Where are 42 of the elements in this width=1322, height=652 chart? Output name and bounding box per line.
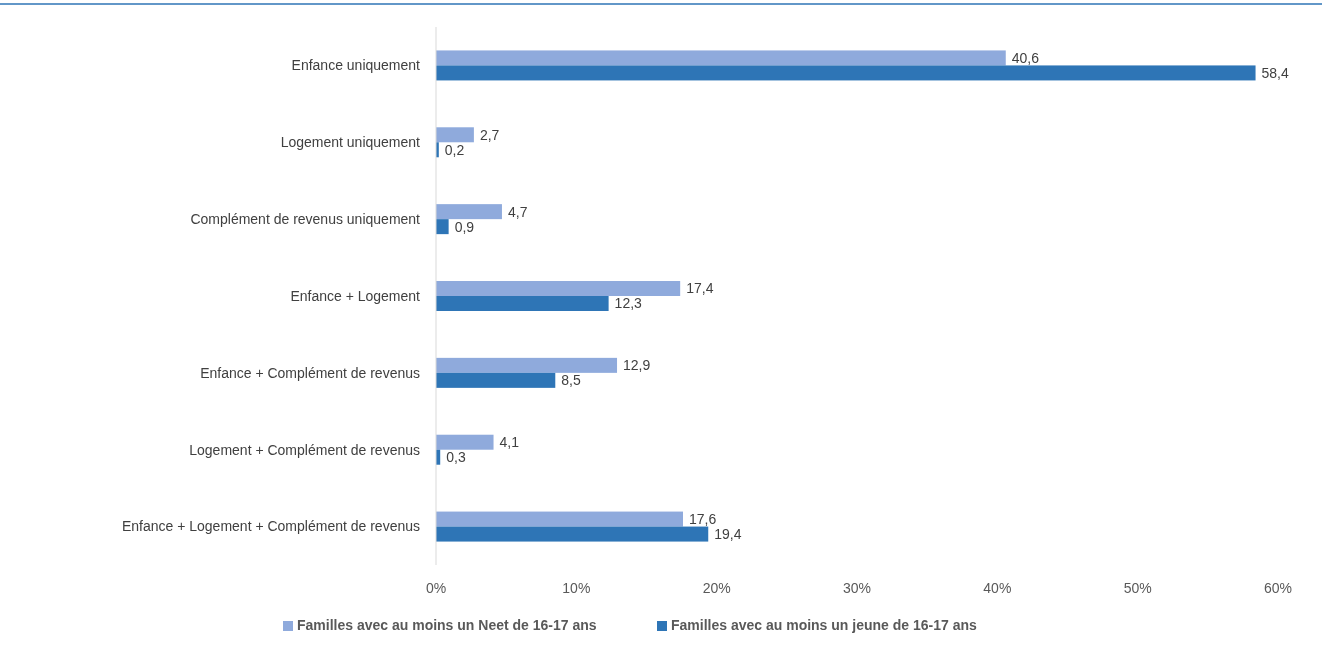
data-label: 19,4: [714, 525, 742, 542]
data-label: 12,9: [623, 357, 651, 374]
y-tick-label: Enfance + Logement: [290, 287, 421, 304]
bar: [436, 50, 1006, 66]
bar: [436, 281, 681, 296]
data-label: 12,3: [614, 295, 643, 312]
data-label: 4,1: [499, 434, 520, 451]
bar: [436, 372, 556, 388]
x-tick-label: 50%: [1123, 580, 1152, 596]
data-label: 0,2: [444, 141, 465, 158]
data-label: 17,4: [686, 280, 714, 297]
data-label: 8,5: [561, 372, 581, 389]
x-tick-label: 30%: [842, 580, 872, 596]
data-label: 0,9: [454, 218, 475, 235]
x-tick-label: 0%: [425, 580, 447, 596]
bar: [436, 65, 1256, 81]
y-tick-label: Complément de revenus uniquement: [190, 211, 421, 228]
y-tick-label: Enfance + Complément de revenus: [200, 364, 420, 381]
y-tick-label: Enfance uniquement: [291, 57, 421, 74]
bar: [436, 434, 494, 450]
bar: [436, 219, 449, 235]
legend-label: Familles avec au moins un Neet de 16-17 ans: [297, 617, 597, 633]
data-label: 4,7: [507, 203, 528, 220]
data-label: 2,7: [479, 126, 500, 143]
bar: [436, 357, 618, 373]
y-tick-label: Enfance + Logement + Complément de revenus: [121, 518, 420, 535]
bar: [436, 127, 474, 143]
bar: [436, 511, 683, 527]
legend-label: Familles avec au moins un jeune de 16-17 ans: [671, 617, 978, 633]
data-label: 0,3: [446, 449, 466, 466]
data-label: 58,4: [1261, 64, 1290, 81]
x-tick-label: 40%: [983, 580, 1012, 596]
bar: [436, 526, 709, 542]
y-tick-label: Logement uniquement: [280, 134, 421, 151]
bar: [436, 204, 502, 220]
x-tick-label: 60%: [1263, 580, 1293, 596]
x-tick-label: 10%: [562, 580, 591, 596]
bar: [436, 296, 609, 311]
y-tick-label: Logement + Complément de revenus: [189, 441, 420, 458]
data-label: 17,6: [688, 510, 717, 527]
x-tick-label: 20%: [702, 580, 731, 596]
data-label: 40,6: [1011, 49, 1040, 66]
